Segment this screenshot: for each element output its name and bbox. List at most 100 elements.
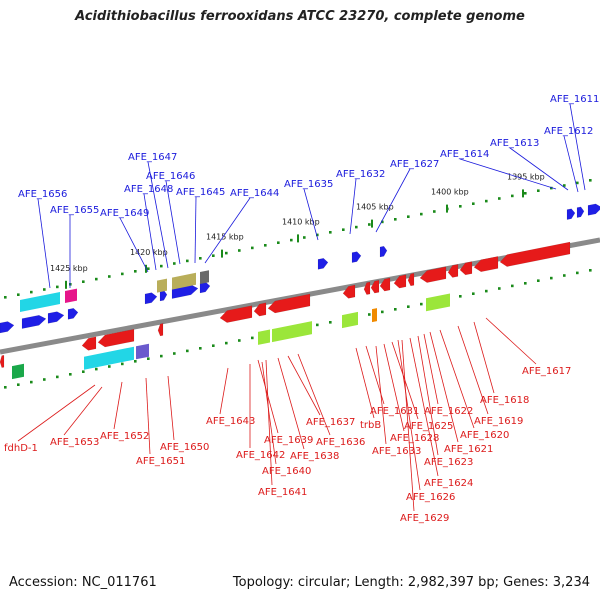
reverse-gene-label[interactable]: AFE_1622 <box>424 406 473 417</box>
forward-gene-label[interactable]: AFE_1632 <box>336 169 385 180</box>
forward-gene-arrow[interactable] <box>576 206 585 218</box>
cog-block-lime[interactable] <box>272 321 312 343</box>
reverse-gene-label[interactable]: AFE_1642 <box>236 450 285 461</box>
reverse-gene-label[interactable]: AFE_1653 <box>50 437 99 448</box>
cog-block-purple[interactable] <box>136 343 149 360</box>
cog-block-olive[interactable] <box>172 272 196 290</box>
reverse-gene-arrow[interactable] <box>0 354 5 368</box>
cog-block-lime[interactable] <box>426 293 450 312</box>
reverse-gene-label[interactable]: AFE_1617 <box>522 366 571 377</box>
forward-gene-label[interactable]: AFE_1635 <box>284 179 333 190</box>
reverse-leader-line <box>423 333 439 405</box>
forward-gene-label[interactable]: AFE_1648 <box>124 184 173 195</box>
forward-gene-arrow[interactable] <box>587 203 600 216</box>
forward-gene-arrow[interactable] <box>47 311 65 324</box>
forward-gene-arrow[interactable] <box>67 308 79 320</box>
forward-leader-line <box>569 103 586 191</box>
reverse-gene-label[interactable]: fdhD-1 <box>4 443 38 454</box>
reverse-gene-label[interactable]: AFE_1631 <box>370 406 419 417</box>
reverse-gene-arrow[interactable] <box>473 256 499 273</box>
forward-gene-label[interactable]: AFE_1627 <box>390 159 439 170</box>
reverse-gene-label[interactable]: AFE_1623 <box>424 457 473 468</box>
reverse-gene-label[interactable]: AFE_1624 <box>424 478 473 489</box>
reverse-gene-label[interactable]: AFE_1625 <box>404 421 453 432</box>
scale-dot-outer <box>511 194 514 198</box>
cog-block-orange[interactable] <box>372 308 377 323</box>
scale-dot-inner <box>82 370 85 373</box>
forward-gene-label[interactable]: AFE_1614 <box>440 149 489 160</box>
reverse-gene-label[interactable]: AFE_1641 <box>258 487 307 498</box>
reverse-gene-arrow[interactable] <box>157 323 164 337</box>
cog-block-lime[interactable] <box>342 311 358 329</box>
reverse-gene-label[interactable]: AFE_1651 <box>136 456 185 467</box>
reverse-gene-arrow[interactable] <box>370 279 380 294</box>
cog-block-cyan[interactable] <box>84 346 134 370</box>
forward-gene-label[interactable]: AFE_1649 <box>100 208 149 219</box>
reverse-gene-label[interactable]: AFE_1637 <box>306 417 355 428</box>
forward-gene-arrow[interactable] <box>21 314 47 329</box>
cog-block-pink[interactable] <box>65 288 77 303</box>
reverse-gene-arrow[interactable] <box>342 284 356 299</box>
scale-dot-outer <box>485 199 488 203</box>
reverse-leader-line <box>297 353 331 436</box>
reverse-gene-label[interactable]: AFE_1633 <box>372 446 421 457</box>
cog-block-green[interactable] <box>12 363 24 380</box>
reverse-leader-line <box>429 331 459 443</box>
forward-gene-label[interactable]: AFE_1655 <box>50 205 99 216</box>
reverse-gene-arrow[interactable] <box>393 274 407 289</box>
reverse-gene-arrow[interactable] <box>81 336 97 351</box>
forward-gene-label[interactable]: AFE_1646 <box>146 171 195 182</box>
reverse-gene-arrow[interactable] <box>447 264 459 278</box>
forward-gene-arrow[interactable] <box>317 258 329 270</box>
forward-gene-label[interactable]: AFE_1645 <box>176 187 225 198</box>
reverse-gene-arrow[interactable] <box>419 266 447 283</box>
forward-gene-label[interactable]: AFE_1613 <box>490 138 539 149</box>
reverse-gene-label[interactable]: AFE_1640 <box>262 466 311 477</box>
reverse-gene-arrow[interactable] <box>459 261 473 276</box>
reverse-gene-arrow[interactable] <box>267 293 311 314</box>
reverse-gene-label[interactable]: AFE_1620 <box>460 430 509 441</box>
forward-gene-arrow[interactable] <box>144 292 158 305</box>
reverse-gene-label[interactable]: AFE_1650 <box>160 442 209 453</box>
reverse-gene-label[interactable]: AFE_1652 <box>100 431 149 442</box>
scale-dot-outer <box>420 212 423 216</box>
forward-gene-arrow[interactable] <box>0 321 15 334</box>
forward-gene-arrow[interactable] <box>379 245 388 258</box>
reverse-gene-label[interactable]: trbB <box>360 420 381 431</box>
reverse-gene-label[interactable]: AFE_1629 <box>400 513 449 524</box>
cog-block-gray[interactable] <box>200 270 209 284</box>
forward-gene-label[interactable]: AFE_1647 <box>128 152 177 163</box>
cog-block-olive[interactable] <box>157 278 167 293</box>
reverse-gene-label[interactable]: AFE_1628 <box>390 433 439 444</box>
scale-dot-outer <box>212 254 215 257</box>
reverse-gene-label[interactable]: AFE_1636 <box>316 437 365 448</box>
reverse-gene-label[interactable]: AFE_1643 <box>206 416 255 427</box>
reverse-gene-arrow[interactable] <box>253 302 267 317</box>
reverse-gene-arrow[interactable] <box>499 241 571 267</box>
reverse-gene-label[interactable]: AFE_1639 <box>264 435 313 446</box>
scale-dot-outer <box>43 288 46 291</box>
forward-gene-label[interactable]: AFE_1656 <box>18 189 67 200</box>
cog-block-lime[interactable] <box>258 329 270 345</box>
accession-text: Accession: NC_011761 <box>9 575 157 590</box>
reverse-gene-arrow[interactable] <box>407 272 415 287</box>
reverse-leader-line <box>417 335 439 456</box>
forward-gene-label[interactable]: AFE_1644 <box>230 188 279 199</box>
cog-block-cyan[interactable] <box>20 292 60 312</box>
reverse-gene-arrow[interactable] <box>379 277 391 292</box>
reverse-gene-label[interactable]: AFE_1621 <box>444 444 493 455</box>
reverse-gene-arrow[interactable] <box>219 305 253 323</box>
forward-gene-arrow[interactable] <box>351 251 362 263</box>
reverse-gene-label[interactable]: AFE_1626 <box>406 492 455 503</box>
forward-leader-line <box>563 135 579 193</box>
reverse-gene-label[interactable]: AFE_1638 <box>290 451 339 462</box>
reverse-gene-label[interactable]: AFE_1619 <box>474 416 523 427</box>
scale-dot-outer <box>56 285 59 289</box>
reverse-gene-arrow[interactable] <box>363 281 371 295</box>
reverse-gene-arrow[interactable] <box>97 328 135 348</box>
forward-gene-label[interactable]: AFE_1611 <box>550 94 599 105</box>
reverse-gene-label[interactable]: AFE_1618 <box>480 395 529 406</box>
forward-gene-arrow[interactable] <box>566 208 576 220</box>
forward-gene-arrow[interactable] <box>159 289 168 302</box>
forward-gene-label[interactable]: AFE_1612 <box>544 126 593 137</box>
